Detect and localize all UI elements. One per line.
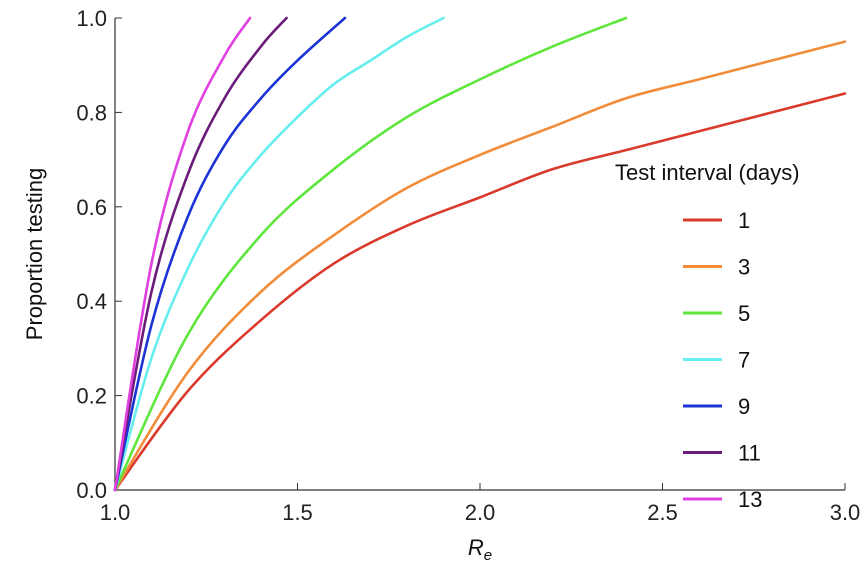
x-tick-label: 2.5 xyxy=(647,500,678,525)
series-line-1 xyxy=(113,92,847,492)
legend-label-9: 9 xyxy=(738,394,750,419)
legend-label-11: 11 xyxy=(738,441,761,466)
series-line-5 xyxy=(113,16,628,492)
legend-label-3: 3 xyxy=(738,255,750,280)
y-tick-label: 0.2 xyxy=(76,384,107,409)
x-tick-label: 3.0 xyxy=(830,500,861,525)
x-tick-label: 1.5 xyxy=(282,500,313,525)
x-tick-label: 2.0 xyxy=(465,500,496,525)
legend-label-7: 7 xyxy=(738,348,750,373)
legend-label-1: 1 xyxy=(738,208,750,233)
legend-title: Test interval (days) xyxy=(615,160,800,185)
series-line-13 xyxy=(113,16,252,492)
axis-ticks: 1.0 1.5 2.0 2.5 3.0 0.0 0.2 0.4 0.6 0.8 1.0 xyxy=(76,6,860,525)
y-tick-label: 0.4 xyxy=(76,289,107,314)
y-tick-label: 0.0 xyxy=(76,478,107,503)
legend-label-5: 5 xyxy=(738,301,750,326)
series-lines xyxy=(113,16,847,492)
legend-label-13: 13 xyxy=(738,487,762,512)
y-tick-label: 1.0 xyxy=(76,6,107,31)
y-tick-label: 0.6 xyxy=(76,195,107,220)
plot-area xyxy=(114,18,845,491)
series-line-3 xyxy=(113,40,847,492)
x-tick-label: 1.0 xyxy=(100,500,131,525)
y-tick-label: 0.8 xyxy=(76,100,107,125)
x-axis-title: Re xyxy=(468,535,492,564)
series-line-9 xyxy=(113,16,347,492)
y-axis-title: Proportion testing xyxy=(22,168,47,340)
series-line-11 xyxy=(113,16,288,492)
series-line-7 xyxy=(113,16,445,492)
